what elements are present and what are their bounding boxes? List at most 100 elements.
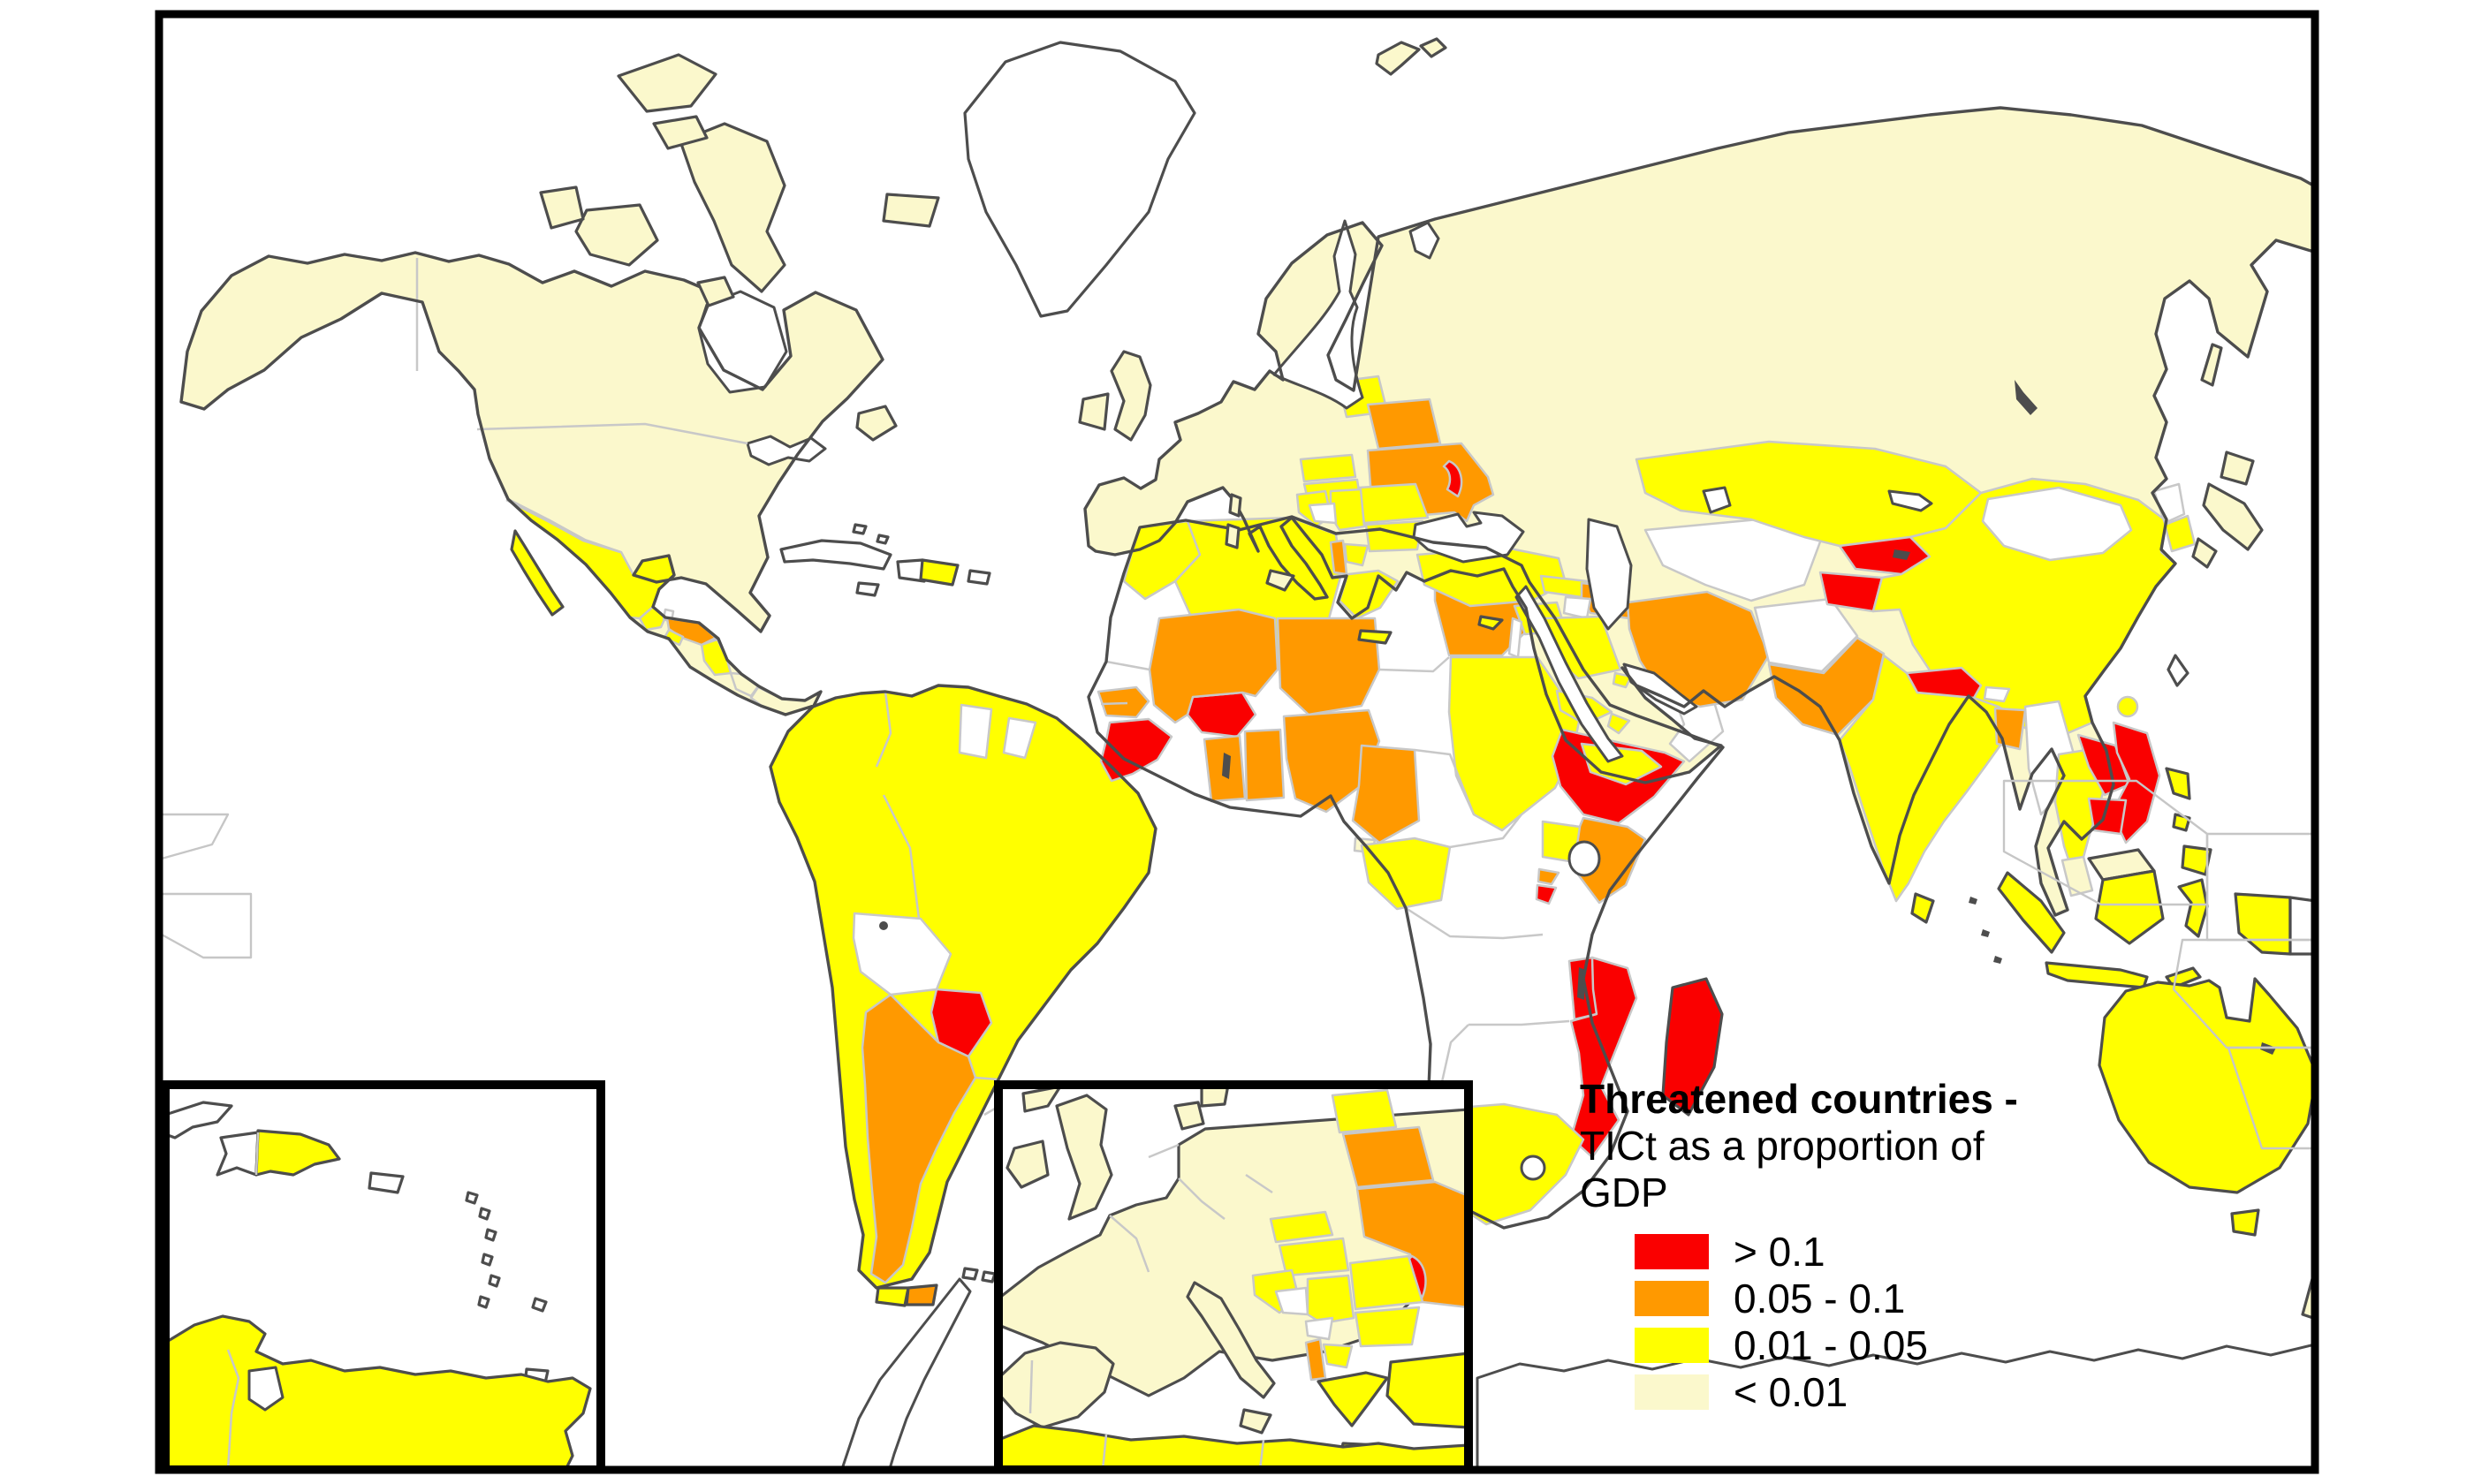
inset-kosovo-montenegro xyxy=(1304,1316,1334,1341)
border-gambia xyxy=(1100,701,1128,706)
tierra-del-fuego-chile xyxy=(875,1286,910,1307)
country-macedonia xyxy=(1343,542,1370,567)
inset-hungary xyxy=(1278,1237,1350,1277)
arctic-island-southampton xyxy=(696,276,735,307)
white-sea xyxy=(1408,221,1440,260)
inset-lake-maracaibo xyxy=(247,1366,285,1412)
country-el-salvador xyxy=(663,628,685,647)
country-bangladesh xyxy=(1993,707,2027,751)
inset-belarus xyxy=(1341,1125,1435,1189)
lake-victoria xyxy=(1567,840,1601,877)
country-french-guiana xyxy=(1002,716,1037,760)
legend-swatch-pale xyxy=(1635,1374,1709,1411)
country-slovakia xyxy=(1299,453,1357,483)
inset-iberia xyxy=(998,1341,1115,1429)
country-sri-lanka xyxy=(1910,892,1935,924)
country-guyana xyxy=(958,703,993,760)
indonesia-sumatra xyxy=(1997,871,2066,954)
legend-swatch-yellow xyxy=(1635,1328,1709,1364)
islands xyxy=(539,37,2393,1321)
island-hainan xyxy=(2116,695,2139,718)
inset-europe-frame xyxy=(994,1080,1473,1470)
country-kuwait xyxy=(1612,671,1633,689)
indonesia-kalimantan xyxy=(2094,869,2165,945)
country-dominican-republic xyxy=(919,558,960,587)
arctic-island-baffin xyxy=(679,122,786,293)
legend-title: Threatened countries - xyxy=(1580,1076,2018,1122)
legend-label: 0.05 - 0.1 xyxy=(1734,1276,1906,1322)
inset-romania xyxy=(1348,1254,1424,1311)
inset-albania xyxy=(1304,1337,1327,1382)
country-mozambique xyxy=(1569,956,1638,1159)
country-israel xyxy=(1507,617,1523,659)
red-sea xyxy=(1514,585,1624,763)
country-gabon-congo xyxy=(1360,837,1452,911)
country-argentina xyxy=(861,993,977,1284)
inset-portugal-border xyxy=(1028,1359,1034,1414)
country-djibouti xyxy=(1606,712,1631,735)
country-togo-benin xyxy=(1243,728,1286,802)
inset-ireland xyxy=(1006,1140,1050,1189)
lake-titicaca xyxy=(879,921,888,930)
eez-west-2 xyxy=(160,892,253,959)
admin-borders xyxy=(415,258,748,554)
inset-bulgaria xyxy=(1354,1306,1421,1348)
country-bolivia xyxy=(852,912,952,996)
country-australia xyxy=(2098,977,2315,1194)
inset-uk xyxy=(1055,1094,1113,1221)
country-nigeria xyxy=(1282,708,1381,814)
country-taiwan xyxy=(2167,654,2189,687)
country-guinea-sierra-leone xyxy=(1099,717,1173,783)
inset-ukraine xyxy=(1355,1180,1468,1309)
inset-serbia xyxy=(1306,1274,1355,1325)
lake-volta xyxy=(1222,753,1231,779)
lake-issyk-kul xyxy=(1893,549,1910,560)
legend-row-lt-0-01: < 0.01 xyxy=(1580,1369,2075,1416)
country-nepal xyxy=(1905,666,1983,700)
inset-venezuela-colombia-coast xyxy=(165,1314,592,1470)
inset-caribbean-frame xyxy=(161,1080,605,1470)
border-us-mexico xyxy=(505,498,621,554)
inset-caribbean xyxy=(161,1080,605,1470)
country-philippines xyxy=(2165,767,2212,876)
country-madagascar xyxy=(1661,977,1724,1117)
legend-row-0-05-0-1: 0.05 - 0.1 xyxy=(1580,1276,2075,1322)
legend-rows: > 0.1 0.05 - 0.1 0.01 - 0.05 < 0.01 xyxy=(1580,1229,2075,1416)
country-romania xyxy=(1357,482,1430,525)
arctic-island-banks xyxy=(539,186,585,230)
inset-italy xyxy=(1186,1281,1276,1399)
svalbard xyxy=(1375,37,1447,76)
country-south-korea xyxy=(2163,514,2197,553)
inset-puerto-rico xyxy=(368,1171,405,1194)
country-japan xyxy=(2191,450,2264,569)
country-burundi xyxy=(1535,883,1558,905)
country-tajikistan xyxy=(1818,571,1884,613)
bahamas-islands xyxy=(852,523,890,545)
countries-africa xyxy=(1097,516,1686,1226)
inset-baltics xyxy=(1331,1088,1398,1134)
country-lesotho xyxy=(1520,1155,1546,1181)
borders-sahara xyxy=(1105,656,1570,1110)
country-united-kingdom xyxy=(1110,350,1152,442)
inset-lesser-antilles xyxy=(465,1191,548,1313)
seas xyxy=(697,219,1933,763)
inset-west-borders xyxy=(1109,1143,1273,1273)
inset-sicily xyxy=(1239,1408,1272,1435)
country-cyprus xyxy=(1477,615,1504,631)
country-bosnia xyxy=(1308,502,1338,525)
inset-europe xyxy=(994,1080,1473,1470)
lake-balkhash xyxy=(1887,489,1933,512)
country-fiji xyxy=(2379,1092,2393,1106)
sakhalin xyxy=(2200,343,2223,387)
tasmania xyxy=(2230,1208,2260,1237)
inset-maghreb-border xyxy=(1101,1434,1265,1470)
map-legend: Threatened countries - TICt as a proport… xyxy=(1580,1076,2075,1416)
country-mali xyxy=(1148,608,1279,724)
country-bhutan xyxy=(1983,685,2011,703)
newfoundland xyxy=(855,405,898,442)
country-rwanda xyxy=(1537,867,1560,886)
eez-pacific-2 xyxy=(2205,832,2315,942)
legend-label: > 0.1 xyxy=(1734,1229,1825,1276)
falkland-islands xyxy=(961,1267,997,1283)
